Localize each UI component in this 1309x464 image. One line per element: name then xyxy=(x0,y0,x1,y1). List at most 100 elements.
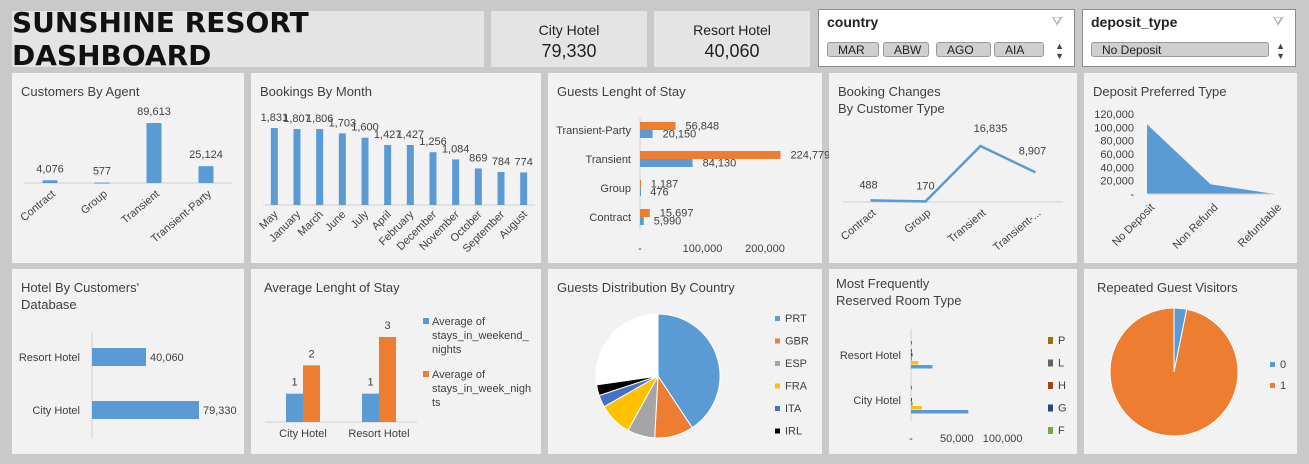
legend-label: Average of xyxy=(432,369,486,381)
country-slicer[interactable]: country ⛛̸ MAR ABW AGO AIA ▲ ▼ xyxy=(818,9,1075,67)
bar xyxy=(92,401,199,419)
category-label: June xyxy=(323,209,348,234)
data-label: 5,990 xyxy=(654,216,682,228)
data-label: 476 xyxy=(650,187,668,199)
data-label: 1,256 xyxy=(419,136,447,148)
data-label: 1,831 xyxy=(261,112,289,124)
legend-swatch xyxy=(775,338,780,344)
country-chip-abw[interactable]: ABW xyxy=(883,42,929,57)
data-label: 89,613 xyxy=(137,106,171,118)
category-label: Group xyxy=(79,188,110,217)
bar xyxy=(911,398,912,402)
legend-swatch xyxy=(1048,382,1053,389)
bar xyxy=(361,137,369,205)
legend-label: PRT xyxy=(785,313,807,325)
country-slicer-title: country xyxy=(827,14,879,30)
chart-title: Deposit Preferred Type xyxy=(1093,84,1227,99)
booking-changes-chart: Booking Changes By Customer Type 488 Cont… xyxy=(829,73,1077,263)
legend-label: FRA xyxy=(785,381,808,393)
country-scroll-icon[interactable]: ▲ ▼ xyxy=(1055,41,1064,61)
kpi-city-hotel: City Hotel 79,330 xyxy=(491,11,647,67)
legend-label: L xyxy=(1058,358,1064,370)
data-label: 869 xyxy=(469,152,487,164)
deposit-chip-no-deposit[interactable]: No Deposit xyxy=(1091,42,1269,57)
chart-title: Guests Distribution By Country xyxy=(557,280,735,295)
country-chip-ago[interactable]: AGO xyxy=(936,42,991,57)
clear-filter-icon[interactable]: ⛛̸ xyxy=(1051,14,1062,28)
bar xyxy=(406,144,414,205)
category-label: Refundable xyxy=(1236,202,1284,250)
data-label: 1,600 xyxy=(351,122,379,134)
bar xyxy=(911,386,912,390)
bar xyxy=(379,337,396,422)
hotel-by-customers-chart: Hotel By Customers' Database 40,060 Resor… xyxy=(12,269,244,454)
repeat-pie-plot: 01 xyxy=(1109,307,1286,437)
tick-label: - xyxy=(638,243,642,255)
data-label: 79,330 xyxy=(203,405,237,417)
guests-by-country-chart: Guests Distribution By Country PRT GBR ESP… xyxy=(548,269,822,454)
category-label: Non Refund xyxy=(1171,202,1221,252)
area-series xyxy=(1147,124,1274,194)
pie-slice xyxy=(595,313,659,386)
bar xyxy=(384,144,392,205)
data-label: 25,124 xyxy=(189,149,223,161)
bar xyxy=(42,180,58,183)
bar xyxy=(911,365,933,369)
legend-label: G xyxy=(1058,403,1067,415)
chart-title: Average Lenght of Stay xyxy=(264,280,400,295)
bar xyxy=(640,130,653,138)
legend-label: ts xyxy=(432,397,441,409)
bar xyxy=(911,410,969,414)
bar xyxy=(640,209,650,217)
data-label: 16,835 xyxy=(974,123,1008,135)
data-label: 84,130 xyxy=(703,158,737,170)
legend-swatch xyxy=(1048,404,1053,412)
category-label: Resort Hotel xyxy=(840,350,901,362)
legend-swatch xyxy=(1048,337,1053,344)
bar xyxy=(640,122,676,130)
legend-swatch xyxy=(775,406,780,411)
bar xyxy=(293,129,301,205)
tick-label: 100,000 xyxy=(983,433,1023,445)
country-chip-mar[interactable]: MAR xyxy=(827,42,879,57)
month-bar-plot: 1,831May1,807January1,806March1,703June1… xyxy=(257,112,535,255)
category-label: City Hotel xyxy=(32,405,80,417)
bar xyxy=(286,393,303,422)
tick-label: 40,000 xyxy=(1100,162,1134,174)
country-chip-aia[interactable]: AIA xyxy=(994,42,1044,57)
bookings-by-month-chart: Bookings By Month 1,831 May 1,807 January 1,… xyxy=(251,73,541,263)
tick-label: 80,000 xyxy=(1100,136,1134,148)
bar xyxy=(270,128,278,205)
data-label: 1,427 xyxy=(374,129,402,141)
room-bar-plot: Resort Hotel City Hotel - 50,000 100,000 PLHG… xyxy=(840,329,1067,445)
legend-label: stays_in_week_nigh xyxy=(432,383,531,395)
deposit-slicer[interactable]: deposit_type ⛛̸ No Deposit ▲ ▼ xyxy=(1082,9,1296,67)
bar xyxy=(474,168,482,205)
bar xyxy=(911,349,912,353)
chart-title: Customers By Agent xyxy=(21,84,140,99)
pie-slice xyxy=(1109,307,1239,437)
legend-label: IRL xyxy=(785,426,802,438)
bar xyxy=(911,341,912,345)
bar xyxy=(911,402,913,406)
deposit-slicer-title: deposit_type xyxy=(1091,14,1178,30)
legend-swatch xyxy=(423,318,429,324)
data-label: 2 xyxy=(308,348,314,360)
clear-filter-icon[interactable]: ⛛̸ xyxy=(1272,14,1283,28)
kpi-resort-hotel-label: Resort Hotel xyxy=(693,22,771,38)
legend-label: nights xyxy=(432,344,462,356)
bar xyxy=(198,166,214,183)
dashboard-title: SUNSHINE RESORT DASHBOARD xyxy=(12,6,484,72)
data-label: 20,150 xyxy=(663,129,697,141)
bar xyxy=(303,365,320,422)
deposit-scroll-icon[interactable]: ▲ ▼ xyxy=(1276,41,1285,61)
chart-title: Most Frequently Reserved Room Type xyxy=(836,276,962,308)
category-label: Contract xyxy=(589,212,631,224)
deposit-preferred-type-chart: Deposit Preferred Type 120,000 100,000 80,… xyxy=(1084,73,1297,263)
category-label: March xyxy=(296,209,326,239)
legend-label: P xyxy=(1058,335,1065,347)
category-label: Contract xyxy=(18,188,58,224)
category-label: Group xyxy=(902,207,933,236)
legend-label: ITA xyxy=(785,403,802,415)
